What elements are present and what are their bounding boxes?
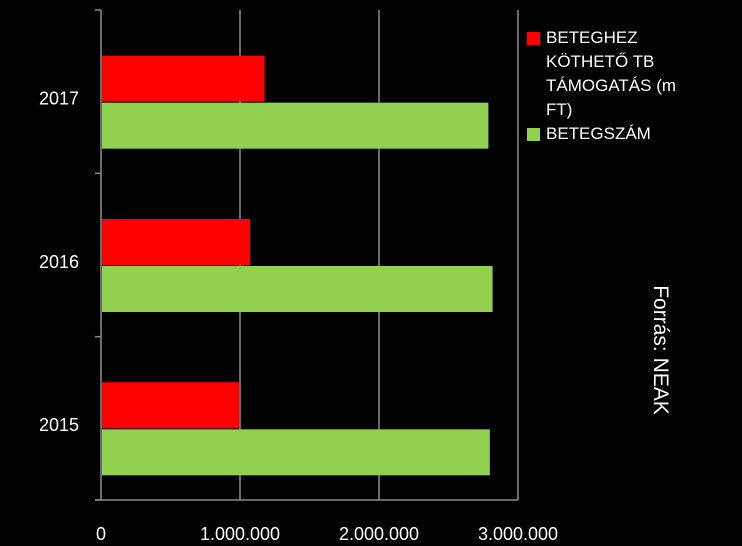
y-tick-label: 2016: [39, 252, 79, 272]
bar: [102, 382, 240, 429]
legend-item: BETEGSZÁM: [527, 122, 687, 146]
bar: [102, 55, 265, 102]
bar: [102, 429, 490, 476]
legend-item: BETEGHEZ KÖTHETŐ TB TÁMOGATÁS (m FT): [527, 26, 687, 122]
y-tick-label: 2017: [39, 88, 79, 108]
annotation: Forrás: NEAK: [649, 285, 672, 415]
legend-label: BETEGHEZ KÖTHETŐ TB TÁMOGATÁS (m FT): [546, 28, 677, 119]
legend-swatch: [527, 32, 540, 45]
x-tick-label: 3.000.000: [478, 524, 558, 544]
legend-label: BETEGSZÁM: [546, 124, 651, 143]
bar: [102, 102, 489, 149]
x-tick-label: 1.000.000: [200, 524, 280, 544]
bar: [102, 266, 493, 312]
legend-swatch: [527, 128, 540, 141]
y-tick-label: 2015: [39, 415, 79, 435]
legend: BETEGHEZ KÖTHETŐ TB TÁMOGATÁS (m FT) BETE…: [527, 26, 687, 146]
bar: [102, 219, 251, 265]
x-tick-label: 2.000.000: [339, 524, 419, 544]
x-tick-label: 0: [96, 524, 106, 544]
